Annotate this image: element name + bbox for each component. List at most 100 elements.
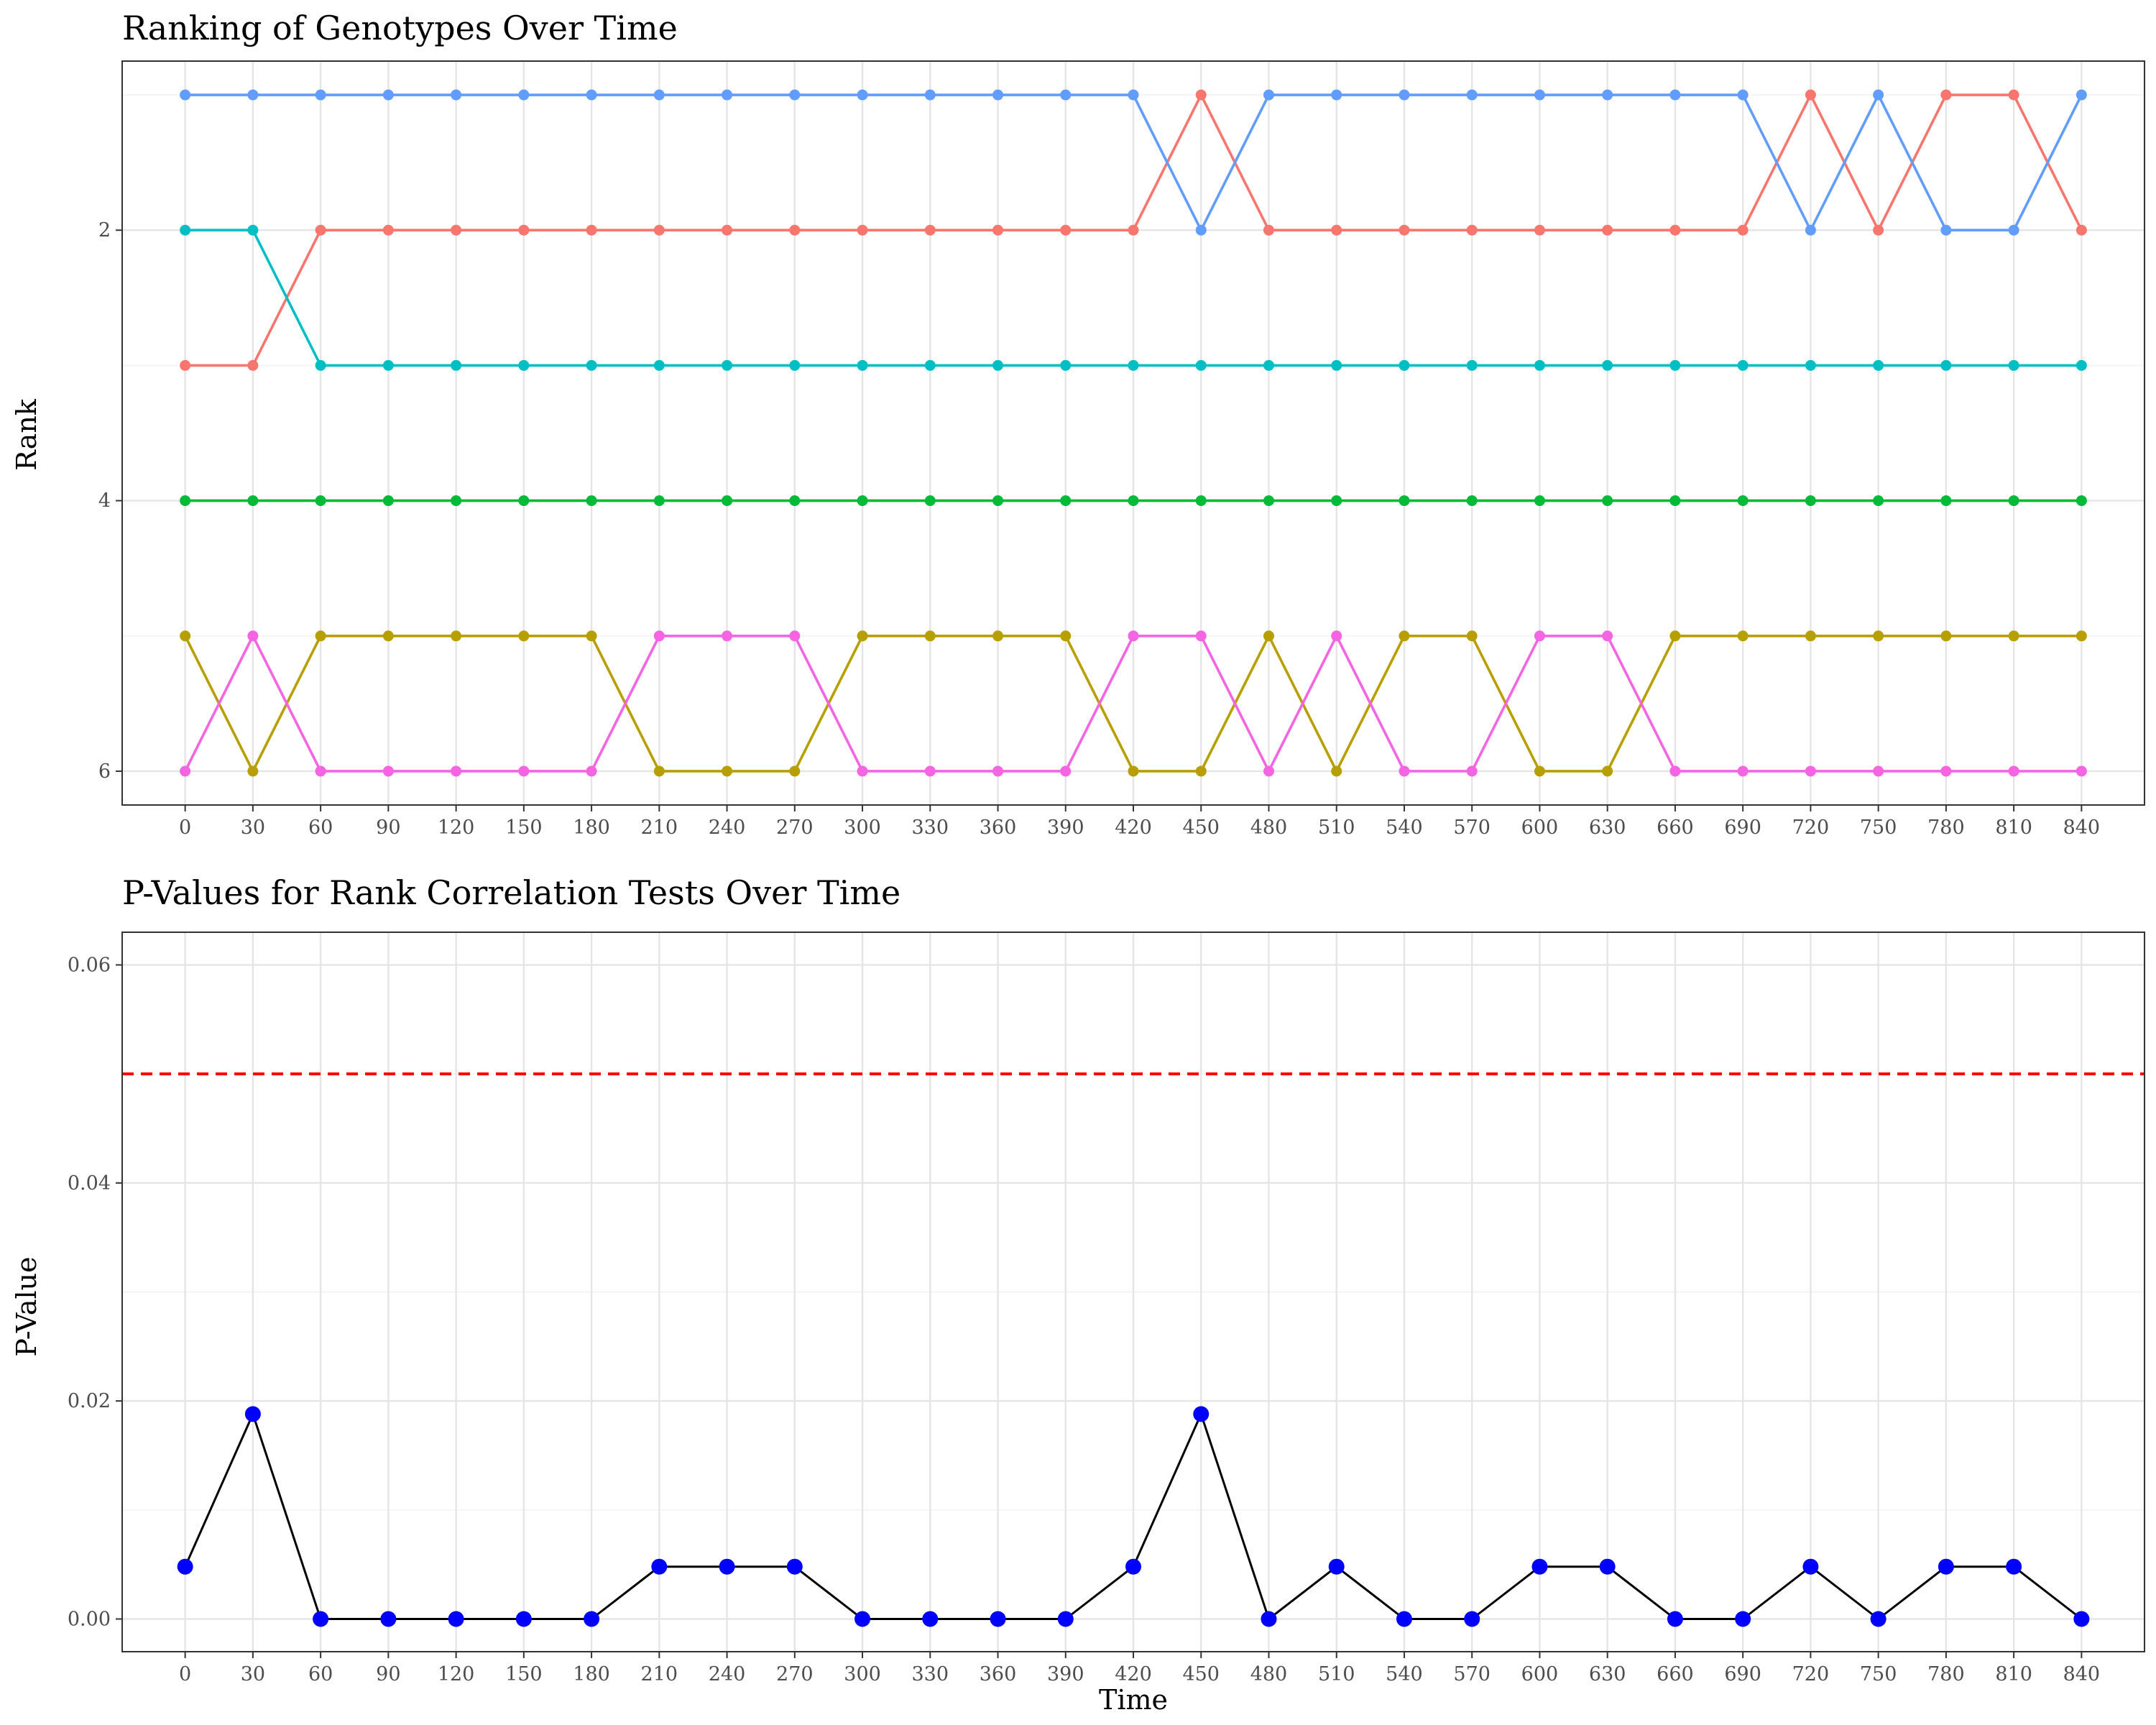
data-point: [451, 89, 462, 101]
data-point: [1669, 495, 1681, 507]
data-point: [518, 359, 530, 371]
data-point: [180, 224, 191, 236]
data-point: [722, 495, 733, 507]
data-point: [719, 1558, 735, 1575]
x-tick-label: 480: [1250, 1663, 1288, 1685]
data-point: [1466, 630, 1478, 642]
data-point: [1873, 495, 1884, 507]
data-point: [1263, 89, 1274, 101]
x-tick-label: 150: [505, 1663, 543, 1685]
data-point: [1602, 765, 1613, 777]
data-point: [1193, 1406, 1210, 1422]
data-point: [722, 89, 733, 101]
x-tick-label: 210: [641, 816, 678, 839]
data-point: [1128, 359, 1139, 371]
data-point: [857, 495, 868, 507]
data-point: [1534, 89, 1545, 101]
data-point: [653, 765, 665, 777]
data-point: [1669, 89, 1681, 101]
x-tick-label: 360: [980, 1663, 1017, 1685]
data-point: [1940, 224, 1952, 236]
data-point: [2076, 765, 2087, 777]
data-point: [1125, 1558, 1141, 1575]
data-point: [1466, 89, 1478, 101]
data-point: [1331, 89, 1342, 101]
data-point: [922, 1611, 939, 1627]
data-point: [1940, 630, 1952, 642]
data-point: [1602, 89, 1613, 101]
data-point: [1669, 224, 1681, 236]
series-5: [180, 89, 2087, 236]
data-point: [1873, 224, 1884, 236]
x-tick-label: 630: [1589, 1663, 1626, 1685]
rank-gridlines: [122, 61, 2145, 805]
data-point: [2008, 89, 2019, 101]
data-point: [382, 630, 394, 642]
x-tick-label: 330: [912, 816, 949, 839]
data-point: [1873, 765, 1884, 777]
x-tick-label: 630: [1589, 816, 1626, 839]
pvalue-series: [177, 1406, 2090, 1627]
data-point: [722, 765, 733, 777]
pvalue-chart: P-Values for Rank Correlation Tests Over…: [11, 873, 2145, 1716]
data-point: [722, 224, 733, 236]
rank-chart-title: Ranking of Genotypes Over Time: [122, 9, 678, 47]
data-point: [653, 359, 665, 371]
series-4: [180, 224, 2087, 371]
data-point: [1938, 1558, 1954, 1575]
data-point: [586, 224, 597, 236]
data-point: [1060, 89, 1072, 101]
pvalue-y-axis-title: P-Value: [11, 1256, 42, 1356]
data-point: [924, 89, 936, 101]
x-tick-label: 30: [241, 1663, 265, 1685]
data-point: [518, 224, 530, 236]
data-point: [1602, 224, 1613, 236]
series-1: [177, 1406, 2090, 1627]
data-point: [315, 495, 326, 507]
data-point: [789, 495, 801, 507]
y-tick-label: 0.02: [68, 1390, 111, 1412]
rank-chart: Ranking of Genotypes Over Time Rank 0 30 6…: [11, 9, 2145, 839]
data-point: [247, 359, 259, 371]
x-tick-label: 120: [438, 1663, 475, 1685]
data-point: [382, 359, 394, 371]
data-point: [518, 765, 530, 777]
data-point: [2008, 630, 2019, 642]
data-point: [1805, 630, 1816, 642]
data-point: [857, 630, 868, 642]
data-point: [857, 765, 868, 777]
x-tick-label: 720: [1792, 816, 1830, 839]
data-point: [1263, 495, 1274, 507]
data-point: [1466, 224, 1478, 236]
data-point: [1737, 89, 1749, 101]
data-point: [1466, 495, 1478, 507]
data-point: [1263, 630, 1274, 642]
data-point: [857, 359, 868, 371]
data-point: [448, 1611, 464, 1627]
data-point: [451, 630, 462, 642]
x-tick-label: 300: [844, 1663, 881, 1685]
data-point: [1669, 765, 1681, 777]
data-point: [1940, 765, 1952, 777]
data-point: [584, 1611, 600, 1627]
data-point: [1602, 359, 1613, 371]
data-point: [992, 89, 1004, 101]
data-point: [2076, 630, 2087, 642]
data-point: [1737, 359, 1749, 371]
data-point: [2008, 359, 2019, 371]
data-point: [722, 359, 733, 371]
data-point: [854, 1611, 871, 1627]
x-tick-label: 0: [179, 816, 191, 839]
data-point: [1667, 1611, 1683, 1627]
data-point: [1128, 224, 1139, 236]
data-point: [992, 630, 1004, 642]
data-point: [1331, 224, 1342, 236]
x-tick-label: 750: [1860, 816, 1897, 839]
data-point: [789, 359, 801, 371]
data-point: [1328, 1558, 1345, 1575]
y-tick-label: 2: [98, 219, 111, 242]
data-point: [247, 89, 259, 101]
x-tick-label: 540: [1386, 816, 1423, 839]
x-tick-label: 810: [1995, 1663, 2032, 1685]
data-point: [1195, 359, 1207, 371]
